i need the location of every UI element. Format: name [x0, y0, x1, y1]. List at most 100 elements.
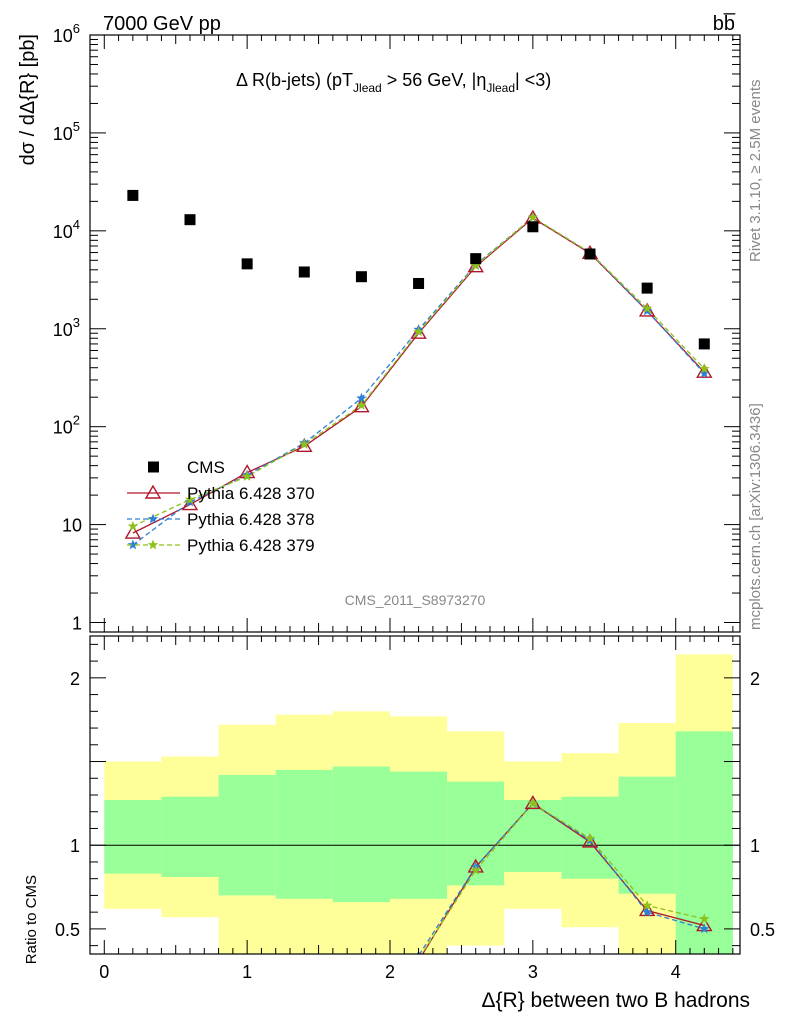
- ratio-point-s2-9: [641, 900, 653, 910]
- main-point-s3-6: [470, 260, 481, 271]
- main-point-s3-3: [299, 438, 310, 449]
- main-point-s1-0: [124, 524, 142, 539]
- main-point-s3-4: [356, 399, 367, 410]
- main-panel: 1 10 102 103 104 105 106: [53, 21, 741, 634]
- main-point-s0-3: [298, 266, 310, 278]
- main-point-s0-0: [127, 189, 139, 201]
- ratio-point-s0-5: [417, 952, 420, 954]
- ratio-point-s2-2: [242, 1006, 253, 1016]
- main-ytick-labels: 1 10 102 103 104 105 106: [53, 21, 82, 634]
- ratio-point-s0-1: [183, 1005, 197, 1017]
- ratio-point-s2-5: [418, 953, 419, 954]
- main-point-s3-2: [241, 471, 253, 481]
- ratio-xtick-label: 3: [528, 962, 538, 982]
- legend-item-2: Pythia 6.428 378: [127, 510, 315, 529]
- ratio-xtick-label: 1: [242, 962, 252, 982]
- legend: CMS Pythia 6.428 370 Pythia 6.428 378 Pythi…: [127, 458, 315, 555]
- ratio-xtick-label: 0: [99, 962, 109, 982]
- ratio-ylabel: Ratio to CMS: [23, 875, 40, 964]
- main-point-s2-10: [699, 367, 710, 378]
- energy-label: 7000 GeV pp: [103, 13, 221, 35]
- main-point-s1-1: [181, 496, 199, 511]
- ratio-uncertainty-bands: [104, 654, 733, 954]
- legend-item-0: CMS: [148, 458, 225, 477]
- ratio-panel: 0.5 0.5 1 1 2 2 0 1 2 3 4: [55, 635, 775, 1017]
- main-point-s3-5: [413, 326, 424, 337]
- main-point-s0-4: [355, 271, 367, 283]
- ratio-point-s2-6: [470, 864, 481, 875]
- ratio-point-s1-1: [185, 1007, 195, 1017]
- plot-title-sub1: Jlead: [353, 81, 382, 95]
- ratio-ytick-label: 1: [70, 836, 80, 856]
- main-point-s1-4: [353, 398, 370, 413]
- ratio-point-s1-2: [242, 1006, 253, 1016]
- plot-title-sub2: Jlead: [486, 81, 515, 95]
- main-point-s3-1: [184, 494, 196, 504]
- ratio-xlabel: Δ{R} between two B hadrons: [481, 989, 750, 1012]
- band-inner-2: [218, 774, 276, 896]
- main-point-s0-10: [698, 338, 710, 350]
- main-point-s0-1: [184, 214, 196, 226]
- band-inner-7: [504, 800, 562, 872]
- main-frame: [89, 34, 741, 633]
- main-point-s0-7: [527, 221, 539, 233]
- plot-title-mid: > 56 GeV, |η: [382, 70, 487, 90]
- ratio-point-s0-9: [638, 902, 656, 917]
- ratio-ytick-label-right: 2: [750, 669, 760, 689]
- main-ytick-label: 105: [53, 119, 80, 144]
- main-ytick-label: 10: [62, 516, 82, 536]
- ratio-point-s2-3: [299, 1004, 309, 1014]
- legend-swatch: [148, 461, 159, 473]
- ratio-point-s0-4: [354, 998, 368, 1010]
- legend-label: Pythia 6.428 379: [187, 536, 315, 555]
- ratio-point-s1-3: [299, 1004, 309, 1014]
- plot-title: Δ R(b-jets) (pTJlead > 56 GeV, |ηJlead| …: [236, 70, 551, 95]
- legend-marker: [144, 484, 162, 499]
- main-ytick-label: 106: [53, 21, 80, 46]
- legend-item-1: Pythia 6.428 370: [127, 484, 315, 503]
- main-point-s3-7: [527, 211, 539, 222]
- main-ytick-label: 102: [53, 413, 80, 438]
- main-point-s2-4: [356, 392, 367, 403]
- ratio-point-s1-4: [356, 998, 367, 1008]
- main-markers: [124, 189, 713, 550]
- mcplots-label: mcplots.cern.ch [arXiv:1306.3436]: [747, 403, 764, 630]
- ratio-xtick-label: 4: [671, 962, 681, 982]
- main-point-s1-5: [410, 324, 427, 339]
- band-inner-0: [104, 800, 162, 874]
- legend-label: Pythia 6.428 370: [187, 484, 315, 503]
- ratio-point-s2-1: [185, 1007, 195, 1017]
- main-point-s0-9: [641, 282, 653, 294]
- ratio-point-s2-0: [128, 1007, 139, 1017]
- rivet-label: Rivet 3.1.10, ≥ 2.5M events: [747, 80, 764, 263]
- main-point-s3-0: [127, 520, 139, 531]
- main-point-s1-6: [467, 258, 484, 273]
- ratio-ytick-label: 0.5: [55, 920, 80, 940]
- plot-title-end: | <3): [515, 70, 551, 90]
- ratio-point-s1-0: [128, 1007, 139, 1017]
- main-ytick-label: 104: [53, 217, 80, 242]
- legend-marker: [147, 539, 159, 550]
- main-point-s0-5: [413, 277, 425, 289]
- band-inner-4: [332, 766, 390, 903]
- ratio-point-s1-10: [699, 923, 710, 934]
- ratio-point-s2-8: [584, 833, 596, 843]
- main-point-s1-10: [696, 363, 713, 378]
- ratio-point-s2-4: [356, 999, 367, 1009]
- band-inner-3: [275, 769, 333, 899]
- main-ytick-label: 103: [53, 315, 80, 340]
- main-point-s0-2: [241, 258, 253, 270]
- ratio-markers: [128, 794, 713, 1017]
- ratio-point-s0-3: [297, 1003, 311, 1015]
- legend-item-3: Pythia 6.428 379: [127, 536, 315, 555]
- main-line-3: [132, 216, 705, 527]
- main-ytick-label: 1: [72, 614, 82, 634]
- ratio-point-s0-8: [581, 833, 599, 848]
- legend-label: Pythia 6.428 378: [187, 510, 315, 529]
- ratio-frame: [89, 635, 741, 955]
- ratio-series-lines: [418, 802, 705, 954]
- ratio-tick-labels: 0.5 0.5 1 1 2 2 0 1 2 3 4: [55, 669, 775, 982]
- main-ticks: [90, 35, 740, 632]
- main-point-s0-8: [584, 248, 596, 260]
- main-ylabel: dσ / dΔ{R} [pb]: [17, 34, 39, 165]
